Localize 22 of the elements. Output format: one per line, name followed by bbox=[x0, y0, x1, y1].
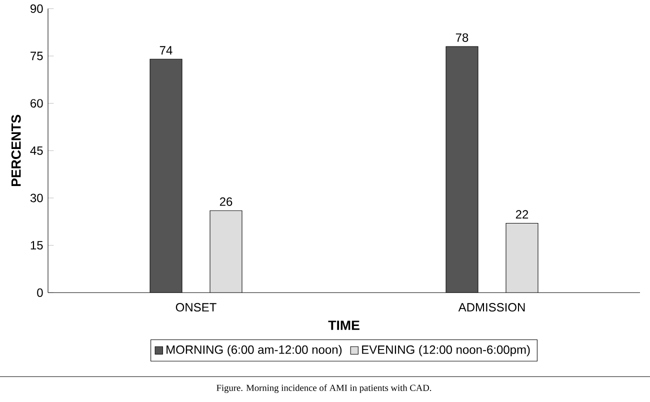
bar bbox=[150, 59, 182, 293]
x-tick-label: ONSET bbox=[176, 303, 216, 312]
x-tick-label: ADMISSION bbox=[458, 303, 525, 312]
bar bbox=[210, 210, 242, 293]
data-label: 78 bbox=[456, 33, 468, 42]
data-label: 22 bbox=[516, 210, 528, 219]
y-tick-label: 30 bbox=[30, 194, 43, 202]
y-axis-title: PERCENTS bbox=[11, 114, 21, 186]
legend-label: MORNING (6:00 am-12:00 noon) bbox=[166, 345, 342, 356]
y-tick-label: 75 bbox=[30, 52, 43, 60]
x-axis-title: TIME bbox=[328, 320, 360, 330]
y-tick-label: 15 bbox=[30, 241, 43, 250]
legend-label: EVENING (12:00 noon-6:00pm) bbox=[362, 345, 530, 356]
data-label: 74 bbox=[160, 46, 172, 54]
bar bbox=[506, 222, 538, 293]
y-tick-label: 60 bbox=[30, 99, 43, 108]
bar bbox=[446, 46, 478, 293]
data-label: 26 bbox=[220, 197, 232, 206]
y-tick-label: 45 bbox=[30, 146, 43, 155]
text: Figure. Morning incidence of AMI in patients with CAD. bbox=[216, 384, 432, 393]
y-tick-label: 0 bbox=[37, 288, 43, 297]
y-tick-label: 90 bbox=[30, 4, 43, 13]
